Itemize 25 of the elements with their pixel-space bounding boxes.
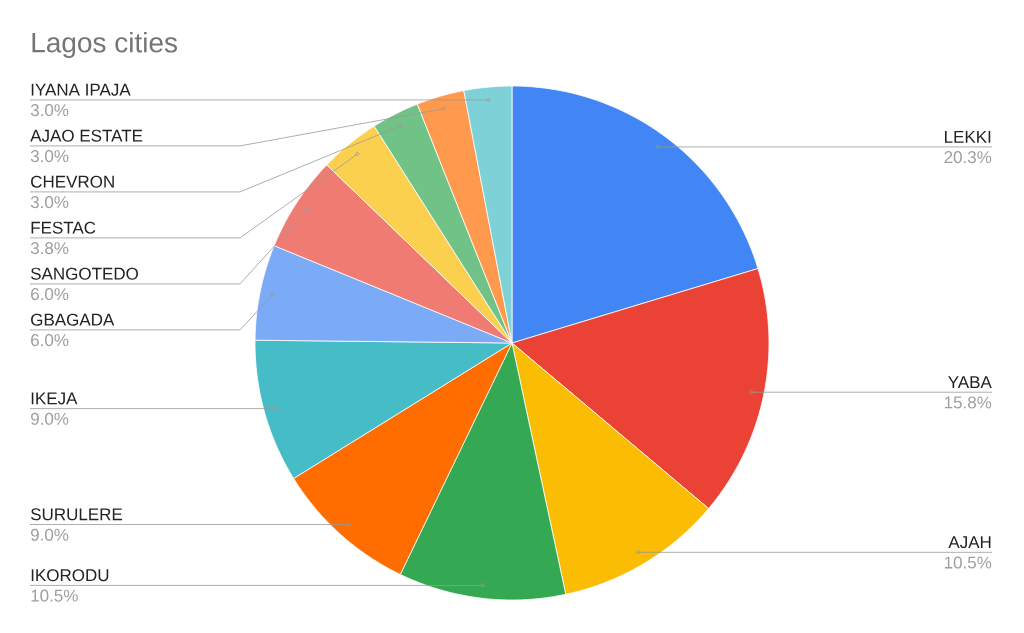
data-label: 3.0% — [30, 196, 69, 209]
data-label: 3.0% — [30, 104, 69, 117]
data-label: 3.0% — [30, 150, 69, 163]
slice-label: CHEVRON — [31, 175, 114, 188]
data-label: 15.8% — [944, 396, 992, 409]
slice-label: IKEJA — [31, 392, 78, 405]
data-label: 9.0% — [31, 412, 69, 425]
slice-label: AJAO ESTATE — [30, 129, 143, 142]
data-label: 3.8% — [30, 242, 69, 255]
data-label: 6.0% — [31, 334, 69, 347]
slice-label: GBAGADA — [31, 313, 115, 326]
slice-label: IKORODU — [31, 569, 109, 582]
slice-label: SANGOTEDO — [30, 267, 139, 280]
slice-label: SURULERE — [30, 508, 123, 521]
chart-title: Lagos cities — [32, 31, 177, 59]
data-label: 10.5% — [31, 589, 78, 602]
slice-label: LEKKI — [945, 131, 991, 143]
data-label: 6.0% — [31, 288, 69, 301]
slice-label: AJAH — [948, 536, 991, 549]
data-label: 20.3% — [944, 151, 992, 164]
slice-label: YABA — [948, 376, 992, 389]
data-label: 10.5% — [944, 556, 992, 569]
data-label: 9.0% — [31, 528, 69, 541]
slice-label: FESTAC — [31, 221, 96, 234]
slice-label: IYANA IPAJA — [31, 83, 131, 96]
